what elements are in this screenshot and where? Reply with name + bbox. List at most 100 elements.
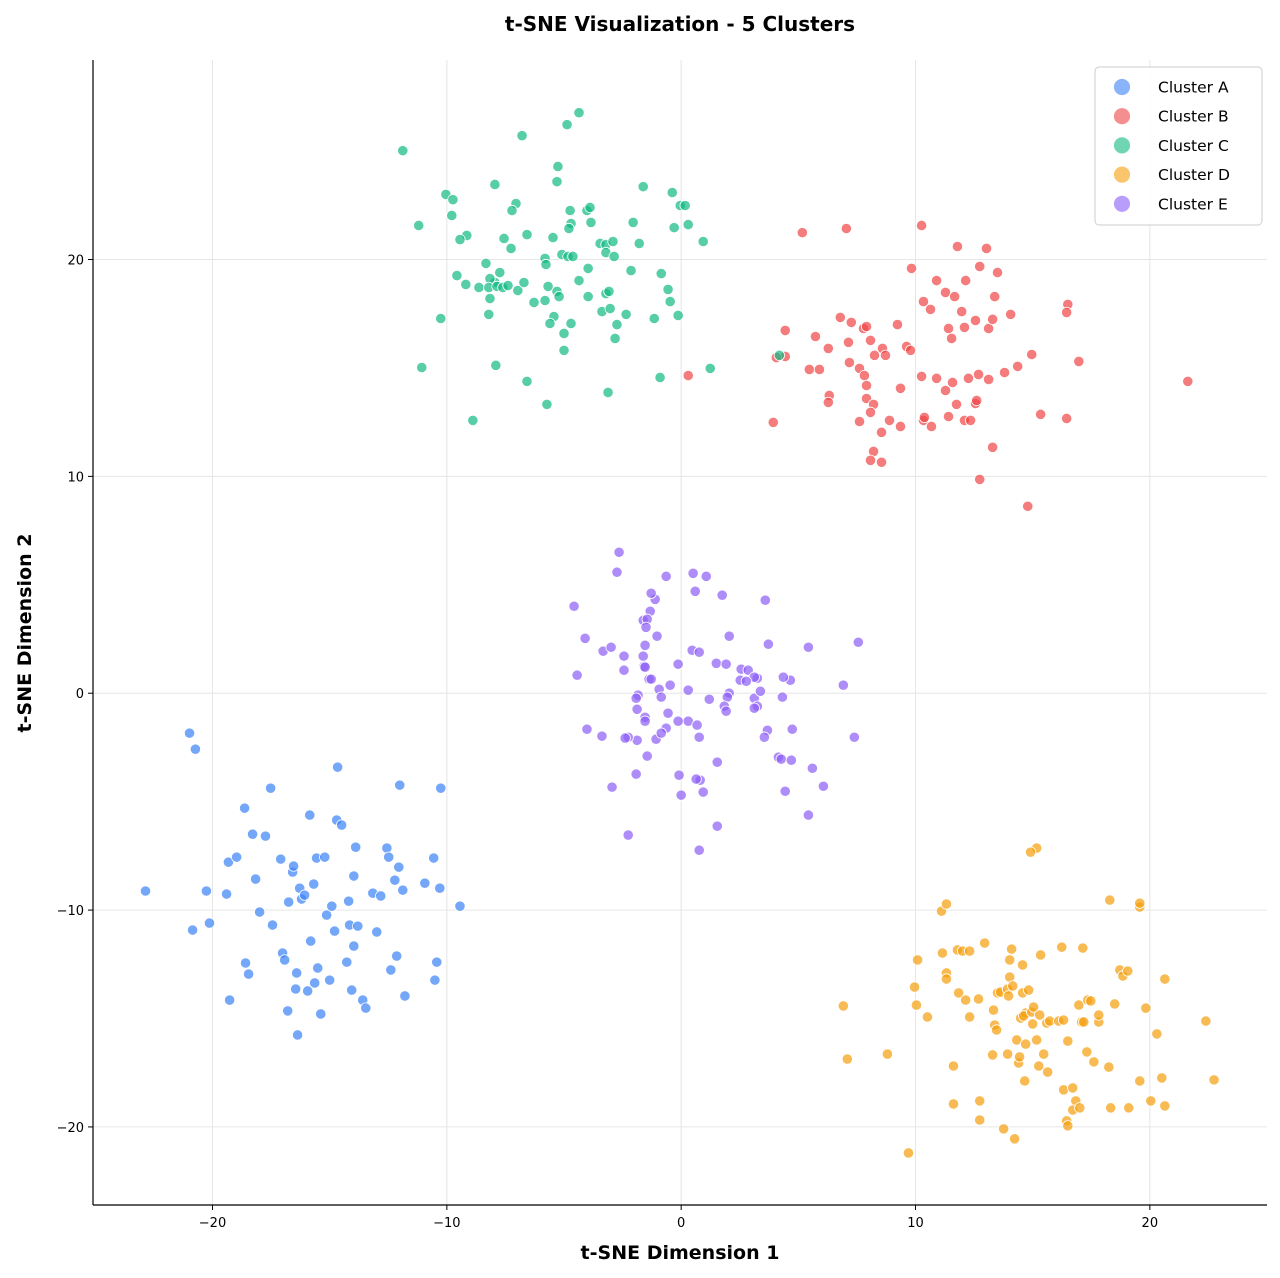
data-point-cluster-e <box>775 753 787 765</box>
data-point-cluster-b <box>868 349 881 361</box>
data-point-cluster-d <box>1159 973 1171 985</box>
data-point-cluster-d <box>1042 1066 1054 1078</box>
data-point-cluster-d <box>1007 980 1019 992</box>
data-point-cluster-a <box>352 920 364 932</box>
legend-marker-cluster-a <box>1113 78 1131 96</box>
data-point-cluster-a <box>239 802 251 814</box>
data-point-cluster-a <box>341 956 353 968</box>
data-point-cluster-a <box>203 917 216 929</box>
data-point-cluster-a <box>343 895 355 907</box>
data-point-cluster-b <box>894 382 907 394</box>
legend: Cluster A Cluster B Cluster C Cluster D Clus… <box>1094 66 1263 226</box>
legend-box <box>1094 66 1263 226</box>
data-point-cluster-a <box>304 809 316 821</box>
data-point-cluster-e <box>723 630 735 642</box>
data-point-cluster-a <box>224 994 236 1006</box>
chart-title: t-SNE Visualization - 5 Clusters <box>505 12 855 36</box>
data-point-cluster-b <box>864 334 877 346</box>
data-point-cluster-c <box>609 332 621 345</box>
data-point-cluster-d <box>990 1024 1003 1036</box>
data-point-cluster-e <box>691 719 703 731</box>
data-point-cluster-b <box>942 410 955 423</box>
data-point-cluster-a <box>139 885 152 897</box>
data-point-cluster-a <box>239 957 252 969</box>
data-point-cluster-b <box>864 454 877 466</box>
data-point-cluster-e <box>622 829 634 841</box>
data-point-cluster-b <box>904 344 917 356</box>
data-point-cluster-c <box>454 233 466 246</box>
data-point-cluster-c <box>664 295 676 308</box>
data-point-cluster-e <box>802 809 815 821</box>
data-point-cluster-b <box>974 260 986 273</box>
data-point-cluster-a <box>375 890 387 902</box>
data-point-cluster-c <box>564 204 576 217</box>
data-point-cluster-a <box>385 964 397 976</box>
data-point-cluster-e <box>618 664 630 676</box>
data-point-cluster-a <box>399 990 411 1002</box>
data-point-cluster-e <box>672 715 684 727</box>
data-point-cluster-a <box>266 919 279 931</box>
data-point-cluster-e <box>687 567 699 579</box>
data-point-cluster-e <box>759 594 771 606</box>
data-point-cluster-a <box>291 1029 304 1041</box>
data-point-cluster-b <box>925 420 938 433</box>
data-point-cluster-a <box>435 782 447 794</box>
data-point-cluster-a <box>189 743 202 755</box>
data-point-cluster-b <box>822 396 834 409</box>
x-tick-label: 10 <box>907 1216 924 1231</box>
data-point-cluster-e <box>664 679 676 691</box>
data-point-cluster-e <box>637 650 649 662</box>
data-point-cluster-c <box>672 309 684 322</box>
data-point-cluster-c <box>544 317 556 330</box>
data-point-cluster-a <box>315 1008 327 1020</box>
data-point-cluster-b <box>946 376 959 389</box>
data-point-cluster-d <box>964 1011 976 1023</box>
data-point-cluster-b <box>930 372 943 384</box>
data-point-cluster-d <box>1062 1120 1074 1132</box>
legend-marker-cluster-e <box>1113 194 1131 213</box>
data-point-cluster-c <box>446 209 458 222</box>
data-point-cluster-b <box>930 274 943 287</box>
data-point-cluster-e <box>630 692 642 704</box>
data-point-cluster-e <box>754 685 766 697</box>
data-point-cluster-d <box>974 1095 986 1107</box>
data-point-cluster-c <box>697 235 709 248</box>
data-point-cluster-e <box>697 786 709 798</box>
data-point-cluster-e <box>660 570 672 582</box>
data-point-cluster-b <box>939 384 952 397</box>
data-point-cluster-d <box>1134 897 1146 909</box>
data-point-cluster-d <box>1134 1075 1146 1087</box>
data-point-cluster-b <box>883 414 896 427</box>
data-point-cluster-d <box>908 981 921 993</box>
data-point-cluster-c <box>607 235 619 248</box>
data-point-cluster-d <box>1034 1009 1046 1021</box>
data-point-cluster-d <box>912 954 924 966</box>
data-point-cluster-d <box>1123 1102 1135 1114</box>
data-point-cluster-e <box>606 781 618 793</box>
data-point-cluster-c <box>516 130 528 142</box>
data-point-cluster-c <box>528 296 540 309</box>
data-point-cluster-d <box>1081 1046 1093 1058</box>
data-point-cluster-c <box>584 201 596 214</box>
data-point-cluster-d <box>1013 1051 1026 1063</box>
y-ticks: −20 −10 0 10 20 <box>57 254 93 1136</box>
data-point-cluster-a <box>291 967 303 979</box>
data-point-cluster-d <box>1105 1102 1117 1114</box>
data-point-cluster-c <box>541 398 553 410</box>
data-point-cluster-a <box>254 906 266 918</box>
data-point-cluster-a <box>328 925 341 937</box>
data-point-cluster-a <box>350 841 362 853</box>
data-point-cluster-b <box>983 373 995 386</box>
data-point-cluster-e <box>640 621 652 633</box>
data-point-cluster-b <box>879 349 892 361</box>
data-point-cluster-e <box>639 639 651 651</box>
data-point-cluster-d <box>881 1048 893 1060</box>
data-point-cluster-a <box>222 856 235 868</box>
data-point-cluster-b <box>905 262 918 274</box>
data-point-cluster-b <box>891 318 904 331</box>
x-tick-label: 0 <box>677 1216 685 1231</box>
data-point-cluster-a <box>186 924 199 936</box>
data-point-cluster-e <box>806 762 818 774</box>
data-point-cluster-d <box>910 999 923 1011</box>
data-point-cluster-c <box>637 181 649 193</box>
